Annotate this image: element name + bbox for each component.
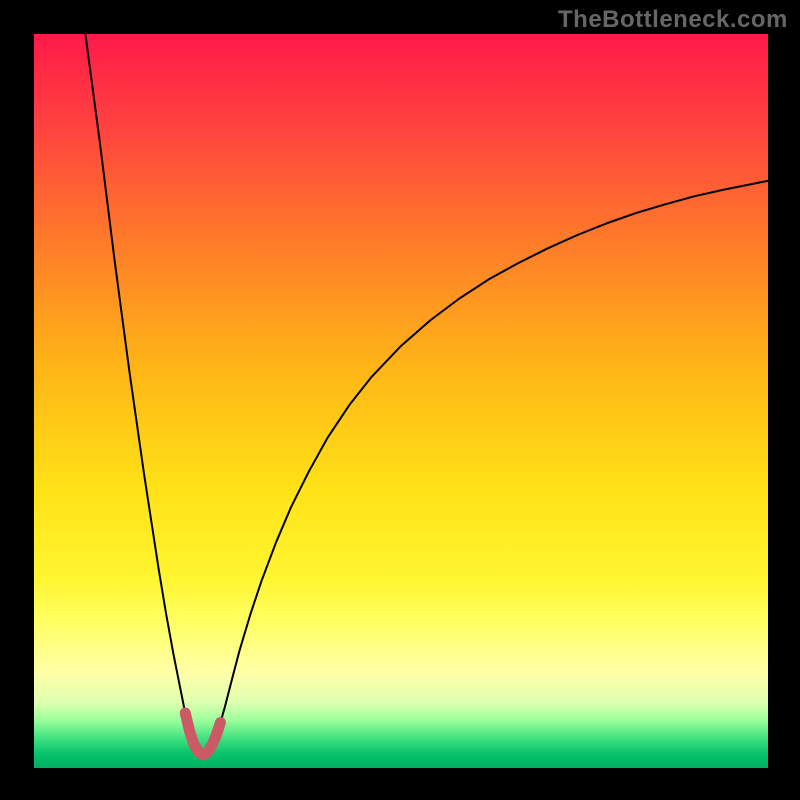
plot-area xyxy=(34,34,768,768)
chart-svg xyxy=(34,34,768,768)
chart-background xyxy=(34,34,768,768)
watermark-text: TheBottleneck.com xyxy=(558,6,788,34)
chart-frame: TheBottleneck.com xyxy=(0,0,800,800)
